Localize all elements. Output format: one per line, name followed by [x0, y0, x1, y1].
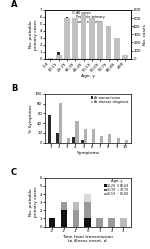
Bar: [81, 140, 84, 143]
Text: C: C: [11, 168, 17, 177]
Bar: [108, 134, 111, 143]
Legend: At transmission, At disease diagnosis: At transmission, At disease diagnosis: [91, 96, 129, 104]
Bar: [106, 26, 111, 59]
Bar: [84, 202, 91, 218]
Bar: [84, 194, 91, 202]
Bar: [49, 218, 55, 227]
Bar: [56, 133, 59, 143]
Bar: [84, 129, 87, 143]
Y-axis label: No. cases: No. cases: [143, 24, 147, 45]
Bar: [75, 121, 79, 143]
Bar: [89, 18, 95, 59]
Bar: [56, 55, 61, 59]
Bar: [97, 22, 103, 59]
Bar: [120, 218, 127, 227]
Text: B: B: [11, 84, 17, 93]
Y-axis label: % Symptoms: % Symptoms: [29, 104, 33, 132]
X-axis label: Symptoms: Symptoms: [76, 151, 99, 155]
Bar: [48, 115, 51, 143]
Bar: [74, 24, 77, 59]
Bar: [91, 24, 93, 59]
Bar: [116, 45, 118, 59]
Bar: [84, 218, 91, 227]
Bar: [64, 18, 70, 59]
Y-axis label: No. probable
primary cases: No. probable primary cases: [29, 19, 38, 50]
Bar: [72, 18, 78, 59]
Y-axis label: No. probable
primary cases: No. probable primary cases: [29, 187, 38, 217]
Bar: [96, 218, 103, 227]
X-axis label: Time from transmission
to illness onset, d: Time from transmission to illness onset,…: [62, 235, 113, 243]
Bar: [73, 202, 79, 210]
Bar: [122, 55, 128, 59]
Bar: [82, 17, 85, 59]
X-axis label: Age, y: Age, y: [81, 74, 95, 78]
Bar: [57, 52, 60, 59]
Bar: [117, 138, 120, 143]
Legend: 20-29, 30-39, 40-59, 60-69, 70-79, 80-89: 20-29, 30-39, 40-59, 60-69, 70-79, 80-89: [104, 179, 129, 196]
Bar: [72, 137, 75, 143]
Bar: [99, 24, 102, 59]
Bar: [125, 140, 128, 143]
Legend: All cases, Probable primary
cases of cluster: All cases, Probable primary cases of clu…: [72, 11, 105, 24]
Bar: [66, 17, 68, 59]
Bar: [61, 210, 67, 227]
Bar: [100, 136, 103, 143]
Bar: [92, 129, 95, 143]
Bar: [81, 14, 86, 59]
Bar: [59, 103, 62, 143]
Bar: [114, 38, 120, 59]
Bar: [61, 202, 67, 210]
Bar: [107, 45, 110, 59]
Text: A: A: [11, 0, 17, 9]
Bar: [108, 218, 115, 227]
Bar: [48, 58, 53, 59]
Bar: [73, 210, 79, 227]
Bar: [67, 138, 70, 143]
